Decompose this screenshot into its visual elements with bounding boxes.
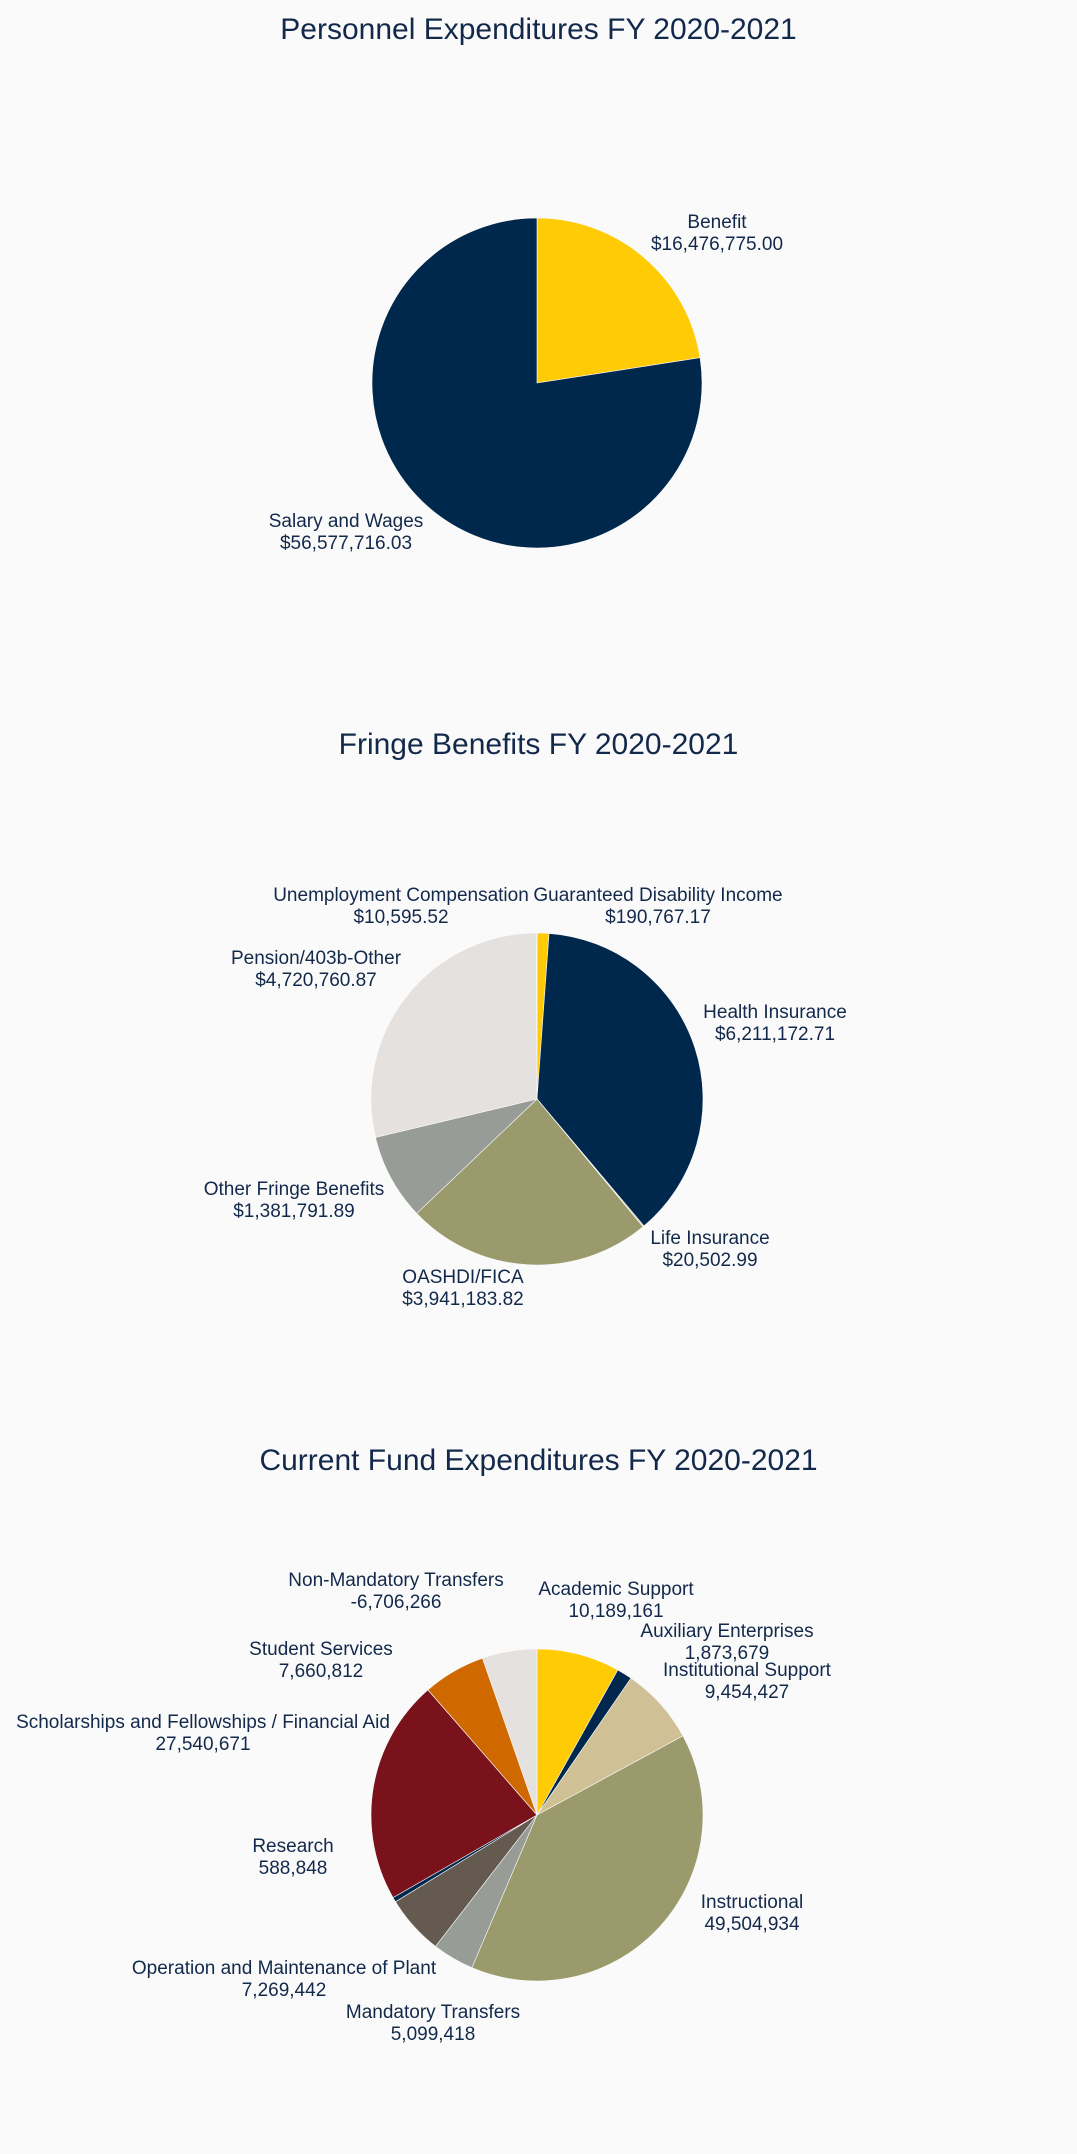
slice-label-oashdi: OASHDI/FICA $3,941,183.82 xyxy=(402,1267,524,1310)
slice-label-life: Life Insurance $20,502.99 xyxy=(650,1228,770,1271)
slice-label-student-services: Student Services 7,660,812 xyxy=(249,1639,393,1682)
slice-label-mandatory: Mandatory Transfers 5,099,418 xyxy=(345,2002,521,2045)
slice-label-non-mandatory: Non-Mandatory Transfers -6,706,266 xyxy=(288,1570,504,1613)
slice-label-academic: Academic Support 10,189,161 xyxy=(538,1579,694,1622)
chart-title-current-fund: Current Fund Expenditures FY 2020-2021 xyxy=(259,1444,818,1477)
slice-label-research: Research 588,848 xyxy=(252,1836,334,1879)
pie-slice-unemployment-compensation xyxy=(536,932,538,1100)
chart-title-fringe: Fringe Benefits FY 2020-2021 xyxy=(338,728,739,761)
slice-label-auxiliary: Auxiliary Enterprises 1,873,679 xyxy=(640,1621,814,1664)
slice-label-scholarships: Scholarships and Fellowships / Financial… xyxy=(16,1712,390,1755)
slice-label-health: Health Insurance $6,211,172.71 xyxy=(703,1002,847,1045)
pie-slice-instructional xyxy=(471,1735,704,1982)
chart-title-personnel: Personnel Expenditures FY 2020-2021 xyxy=(280,13,797,46)
slice-label-pension: Pension/403b-Other $4,720,760.87 xyxy=(230,948,402,991)
slice-label-institutional: Institutional Support 9,454,427 xyxy=(663,1660,831,1703)
pie-slice-non-mandatory-transfers xyxy=(482,1648,538,1816)
slice-label-salary: Salary and Wages $56,577,716.03 xyxy=(268,511,424,554)
pie-slice-salary-and-wages xyxy=(371,217,703,549)
slice-label-unemployment: Unemployment Compensation $10,595.52 xyxy=(273,885,529,928)
slice-label-operation: Operation and Maintenance of Plant 7,269,… xyxy=(131,1958,437,2001)
slice-label-benefit: Benefit $16,476,775.00 xyxy=(650,212,784,255)
slice-label-instructional: Instructional 49,504,934 xyxy=(700,1892,804,1935)
slice-label-other-fringe: Other Fringe Benefits $1,381,791.89 xyxy=(203,1179,385,1222)
pie-slice-benefit xyxy=(536,217,701,384)
pie-slice-health-insurance xyxy=(536,933,704,1227)
pie-slice-pension-403b-other xyxy=(370,932,538,1138)
pie-slice-oashdi-fica xyxy=(416,1098,644,1266)
pie-slice-scholarships-and-fellowships-financial-aid xyxy=(370,1689,538,1899)
pie-slice-other-fringe-benefits xyxy=(375,1098,539,1214)
slice-label-disability: Guaranteed Disability Income $190,767.17 xyxy=(533,885,783,928)
